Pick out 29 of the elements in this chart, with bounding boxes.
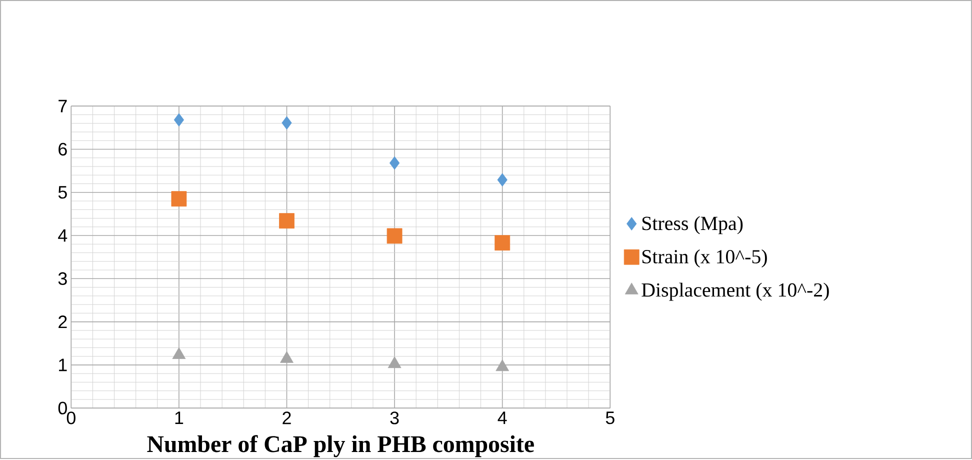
y-tick-label: 1 xyxy=(59,358,67,371)
legend-label: Stress (Mpa) xyxy=(642,216,743,234)
point xyxy=(497,172,508,186)
point xyxy=(280,350,294,363)
y-tick-label: 2 xyxy=(58,315,67,328)
x-tick-label: 1 xyxy=(175,411,184,424)
y-tick-label: 7 xyxy=(58,100,67,112)
point xyxy=(279,212,294,228)
legend-label: Displacement (x 10^-2) xyxy=(642,282,829,301)
legend-label: Strain (x 10^-5) xyxy=(642,249,767,268)
point xyxy=(494,234,510,250)
x-tick-label: 3 xyxy=(390,411,399,424)
x-tick-label: 4 xyxy=(498,411,507,424)
point xyxy=(388,356,402,368)
point xyxy=(171,190,187,206)
y-tick-label: 5 xyxy=(58,186,67,198)
y-tick-label: 3 xyxy=(58,272,67,285)
y-tick-label: 4 xyxy=(58,229,68,242)
x-tick-label: 5 xyxy=(606,411,614,424)
y-tick-label: 0 xyxy=(58,402,67,414)
x-tick-label: 2 xyxy=(282,411,291,424)
y-tick-label: 6 xyxy=(58,142,67,156)
point xyxy=(174,112,184,126)
point xyxy=(389,156,400,170)
point xyxy=(282,116,292,130)
point xyxy=(496,359,510,371)
point xyxy=(386,228,402,244)
point xyxy=(172,347,186,359)
x-axis-title: Number of CaP ply in PHB composite xyxy=(147,434,534,457)
